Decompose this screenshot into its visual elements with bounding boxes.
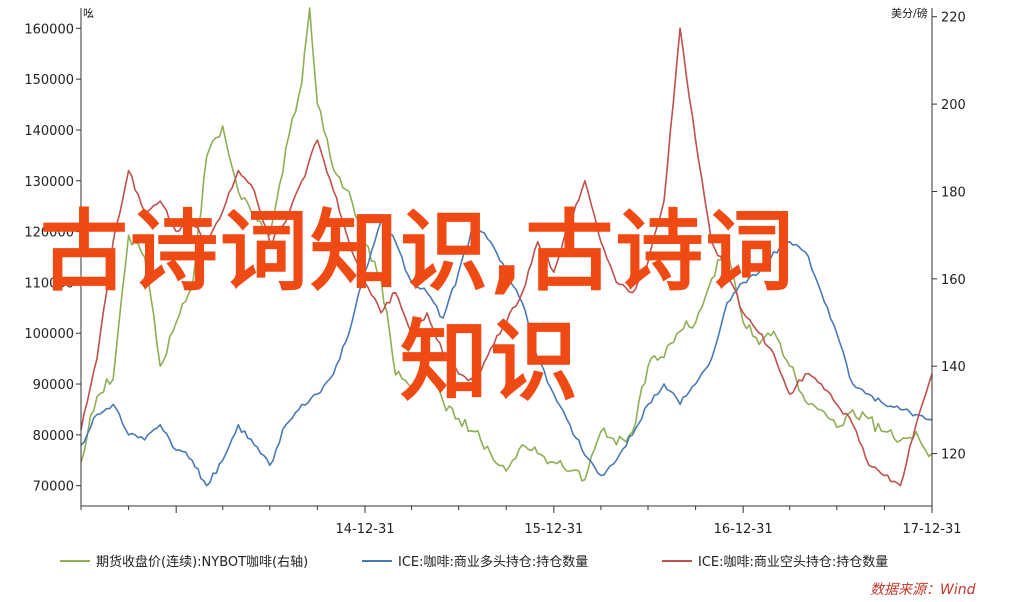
x-tick-label: 17-12-31: [902, 522, 961, 537]
left-tick-label: 150000: [24, 73, 74, 88]
right-tick-label: 180: [941, 185, 966, 200]
watermark-line-2: 知识: [400, 310, 581, 413]
series-line-3: [80, 27, 933, 487]
legend-label-long: ICE:咖啡:商业多头持仓:持仓数量: [398, 554, 588, 570]
left-y-ticks: 70000 80000 90000 100000 110000 120000 130000 1…: [24, 22, 81, 495]
series-line-1: [80, 7, 933, 482]
left-tick-label: 120000: [24, 226, 74, 241]
right-tick-label: 140: [941, 360, 966, 375]
legend-label-short: ICE:咖啡:商业空头持仓:持仓数量: [698, 555, 888, 570]
series-line-2: [80, 220, 932, 487]
left-tick-label: 110000: [24, 276, 74, 291]
right-tick-label: 200: [941, 98, 966, 113]
x-ticks: 14-12-31 15-12-31 16-12-31 17-12-31: [80, 506, 962, 537]
left-tick-label: 160000: [24, 22, 74, 37]
right-axis-unit: 美分/磅: [891, 6, 928, 20]
left-tick-label: 100000: [24, 327, 74, 342]
x-tick-label: 14-12-31: [336, 522, 395, 537]
watermark-line-1: 古诗词知识,古诗词: [40, 200, 796, 303]
data-source: 数据来源：Wind: [870, 582, 976, 598]
right-tick-label: 120: [941, 448, 966, 463]
x-tick-label: 15-12-31: [524, 522, 583, 537]
left-tick-label: 80000: [33, 429, 74, 444]
left-axis-unit: 吆: [83, 7, 94, 20]
legend-label-nybot: 期货收盘价(连续):NYBOT咖啡(右轴): [96, 554, 308, 570]
x-tick-label: 16-12-31: [714, 522, 773, 537]
series-layer: [80, 7, 933, 487]
right-y-ticks: 120 140 160 180 200 220: [932, 11, 966, 463]
left-tick-label: 70000: [33, 480, 74, 495]
left-tick-label: 140000: [24, 124, 74, 139]
right-tick-label: 220: [941, 11, 966, 26]
left-tick-label: 130000: [24, 175, 74, 190]
right-tick-label: 160: [941, 273, 966, 288]
left-tick-label: 90000: [33, 378, 74, 393]
legend: 期货收盘价(连续):NYBOT咖啡(右轴) ICE:咖啡:商业多头持仓:持仓数量…: [60, 554, 888, 570]
